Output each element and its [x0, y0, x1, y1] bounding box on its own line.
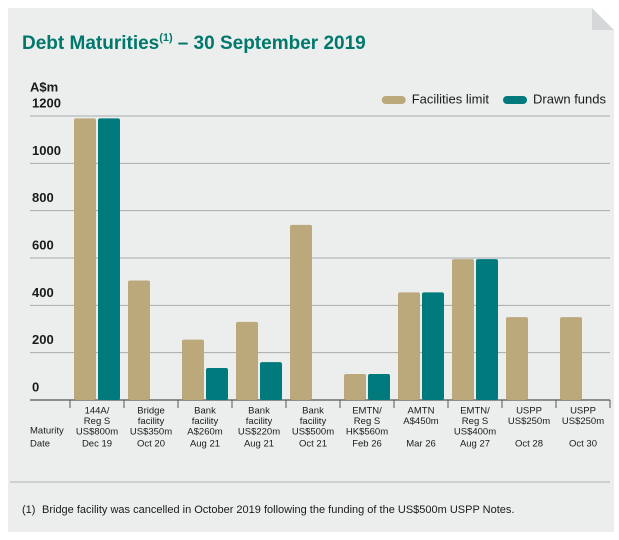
facility-label: Bridge — [137, 406, 164, 417]
facility-label: facility — [300, 416, 327, 427]
facility-label: US$220m — [238, 427, 280, 438]
bar — [422, 292, 444, 400]
x-tick-label: Oct 21 — [299, 439, 327, 450]
bar — [98, 118, 120, 400]
x-tick-label: Aug 27 — [460, 439, 490, 450]
bar — [74, 118, 96, 400]
facility-label: EMTN/ — [352, 406, 382, 417]
facility-label: facility — [246, 416, 273, 427]
footnote-marker: (1) — [22, 504, 35, 516]
y-tick-label: 400 — [32, 285, 54, 300]
facility-label: Reg S — [84, 416, 110, 427]
title-date: – 30 September 2019 — [178, 33, 366, 54]
x-tick-label: Oct 30 — [569, 439, 597, 450]
bar — [182, 339, 204, 400]
bar — [368, 373, 390, 400]
facility-label: US$800m — [76, 427, 118, 438]
x-tick-label: Oct 20 — [137, 439, 165, 450]
facility-label: USPP — [570, 406, 596, 417]
facility-label: US$250m — [508, 416, 550, 427]
y-tick-label: 200 — [32, 332, 54, 347]
x-tick-label: Dec 19 — [82, 439, 112, 450]
x-tick-label: Aug 21 — [190, 439, 220, 450]
facility-label: EMTN/ — [460, 406, 490, 417]
bar — [128, 280, 150, 400]
y-axis-label: A$m — [30, 79, 58, 94]
legend-swatch — [381, 96, 406, 104]
facility-label: USPP — [516, 406, 542, 417]
facility-label: facility — [138, 416, 165, 427]
facility-label: Bank — [302, 406, 324, 417]
y-tick-label: 1000 — [32, 143, 61, 158]
facility-label: US$350m — [130, 427, 172, 438]
legend-label: Drawn funds — [533, 91, 606, 106]
maturity-label: Date — [30, 439, 50, 450]
bar — [236, 321, 258, 400]
facility-label: US$250m — [562, 416, 604, 427]
legend-label: Facilities limit — [412, 91, 490, 106]
facility-label: HK$560m — [346, 427, 388, 438]
facility-label: Bank — [248, 406, 270, 417]
facility-label: Reg S — [462, 416, 488, 427]
bar — [476, 259, 498, 400]
x-tick-label: Mar 26 — [406, 439, 436, 450]
bar — [398, 292, 420, 400]
facility-label: 144A/ — [85, 406, 110, 417]
x-tick-label: Aug 21 — [244, 439, 274, 450]
facility-label: US$400m — [454, 427, 496, 438]
y-tick-label: 1200 — [32, 95, 61, 110]
facility-label: Reg S — [354, 416, 380, 427]
facility-label: Bank — [194, 406, 216, 417]
bar — [206, 368, 228, 400]
legend-swatch — [503, 96, 528, 104]
x-tick-label: Feb 26 — [352, 439, 382, 450]
page-fold — [592, 8, 614, 30]
footnote: Bridge facility was cancelled in October… — [42, 504, 514, 516]
chart-title: Debt Maturities(1) – 30 September 2019 — [22, 32, 366, 54]
bar — [506, 317, 528, 400]
maturity-label: Maturity — [30, 426, 64, 437]
title-note: (1) — [159, 32, 173, 44]
y-tick-label: 0 — [32, 379, 39, 394]
facility-label: US$500m — [292, 427, 334, 438]
facility-label: facility — [192, 416, 219, 427]
title-main: Debt Maturities — [22, 33, 159, 54]
facility-label: AMTN — [408, 406, 435, 417]
y-tick-label: 600 — [32, 237, 54, 252]
bar — [560, 317, 582, 400]
facility-label: A$450m — [403, 416, 438, 427]
bar — [452, 259, 474, 400]
facility-label: A$260m — [187, 427, 222, 438]
x-tick-label: Oct 28 — [515, 439, 543, 450]
bar — [260, 362, 282, 400]
y-tick-label: 800 — [32, 190, 54, 205]
bar — [344, 373, 366, 400]
bar — [290, 224, 312, 400]
